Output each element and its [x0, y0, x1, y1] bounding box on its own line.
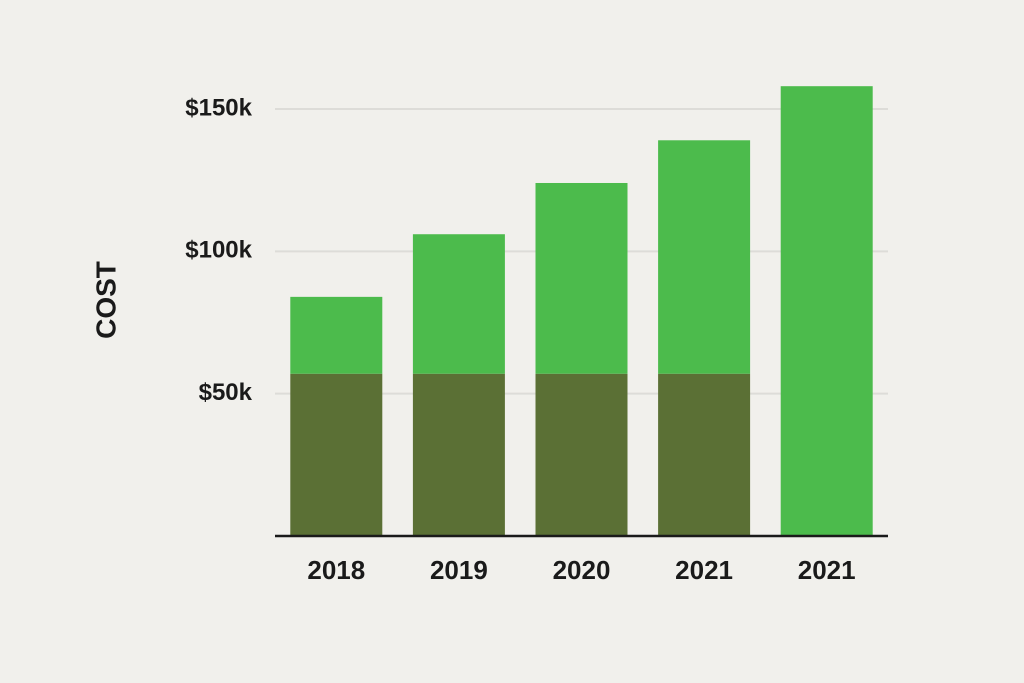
y-tick-label: $150k	[185, 94, 252, 121]
bar-segment	[290, 373, 383, 536]
y-axis-label: COST	[90, 261, 121, 339]
bar-segment	[535, 373, 628, 536]
bar-segment	[412, 234, 505, 374]
bar-segment	[658, 373, 751, 536]
bar-segment	[290, 296, 383, 374]
x-tick-label: 2021	[798, 555, 856, 585]
x-tick-label: 2019	[430, 555, 488, 585]
bar-segment	[658, 140, 751, 374]
x-tick-label: 2020	[553, 555, 611, 585]
bar-segment	[535, 182, 628, 374]
y-tick-label: $50k	[199, 379, 253, 406]
bar-segment	[780, 86, 873, 536]
bar-segment	[412, 373, 505, 536]
x-tick-label: 2021	[675, 555, 733, 585]
x-tick-label: 2018	[307, 555, 365, 585]
y-tick-label: $100k	[185, 237, 252, 264]
